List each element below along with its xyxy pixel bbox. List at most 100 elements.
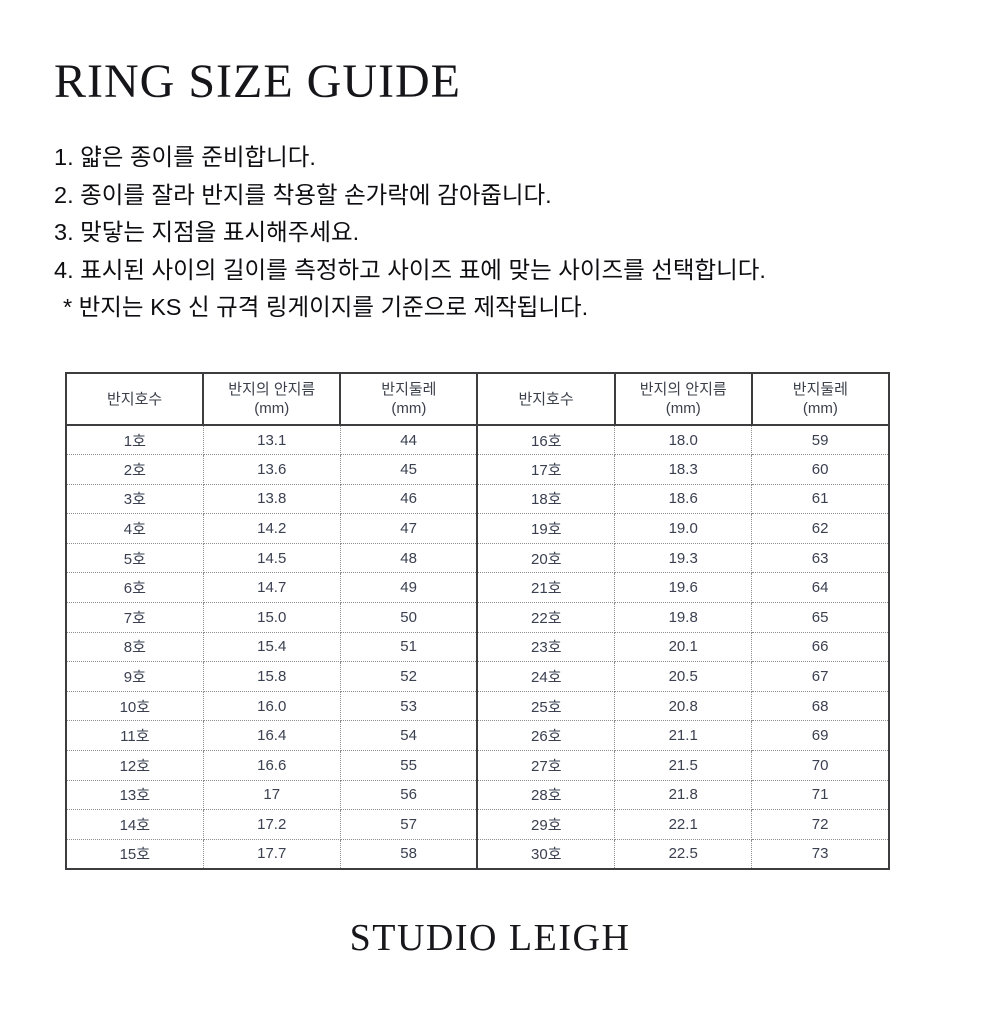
table-cell: 50 — [340, 602, 479, 633]
table-cell: 19.0 — [614, 513, 753, 544]
table-cell: 13.6 — [203, 454, 341, 485]
table-cell: 20.5 — [614, 661, 753, 692]
table-cell: 19호 — [477, 513, 616, 544]
instruction-step-1: 1. 얇은 종이를 준비합니다. — [54, 144, 316, 170]
table-cell: 68 — [751, 691, 889, 722]
table-cell: 25호 — [477, 691, 616, 722]
table-cell: 18호 — [477, 484, 616, 515]
table-cell: 13.8 — [203, 484, 341, 515]
table-cell: 45 — [340, 454, 479, 485]
table-cell: 46 — [340, 484, 479, 515]
table-cell: 28호 — [477, 780, 616, 811]
table-cell: 15.0 — [203, 602, 341, 633]
table-cell: 17호 — [477, 454, 616, 485]
table-cell: 49 — [340, 572, 479, 604]
table-cell: 47 — [340, 513, 479, 544]
table-cell: 71 — [751, 780, 889, 811]
table-cell: 21.5 — [614, 750, 753, 781]
table-cell: 64 — [751, 572, 889, 604]
table-cell: 14.5 — [203, 543, 341, 574]
table-cell: 51 — [340, 632, 479, 663]
instruction-step-3: 3. 맞닿는 지점을 표시해주세요. — [54, 219, 360, 246]
header-cell-circumference-left: 반지둘레 (mm) — [340, 373, 479, 426]
table-cell: 21.1 — [614, 720, 753, 752]
table-cell: 58 — [340, 839, 479, 869]
table-cell: 53 — [340, 691, 479, 722]
table-cell: 72 — [751, 809, 889, 840]
table-cell: 17.2 — [203, 809, 341, 840]
table-cell: 10호 — [66, 691, 204, 722]
table-cell: 21.8 — [614, 780, 753, 811]
instruction-note: * 반지는 KS 신 규격 링게이지를 기준으로 제작됩니다. — [63, 294, 589, 321]
table-cell: 62 — [751, 513, 889, 544]
table-cell: 15.8 — [203, 661, 341, 692]
header-cell-size-right: 반지호수 — [477, 373, 616, 426]
table-cell: 69 — [751, 720, 889, 752]
table-cell: 70 — [751, 750, 889, 781]
table-cell: 11호 — [66, 720, 204, 752]
table-cell: 57 — [340, 809, 479, 840]
table-header-row: 반지호수 반지의 안지름 (mm) 반지둘레 (mm) 반지호수 반지의 안지름 — [66, 373, 889, 426]
table-cell: 2호 — [66, 454, 204, 485]
table-cell: 19.6 — [614, 572, 753, 604]
table-cell: 48 — [340, 543, 479, 574]
table-cell: 14.7 — [203, 572, 341, 604]
table-cell: 20.8 — [614, 691, 753, 722]
table-cell: 7호 — [66, 602, 204, 633]
table-cell: 52 — [340, 661, 479, 692]
header-cell-circumference-right: 반지둘레 (mm) — [751, 373, 889, 426]
table-cell: 22.5 — [614, 839, 753, 869]
header-cell-diameter-right: 반지의 안지름 (mm) — [614, 373, 753, 426]
table-cell: 9호 — [66, 661, 204, 692]
table-cell: 21호 — [477, 572, 616, 604]
table-row: 15호 17.7 58 30호 22.5 73 — [66, 839, 889, 869]
table-row: 1호 13.1 44 16호 18.0 59 — [66, 425, 889, 456]
table-cell: 13호 — [66, 780, 204, 811]
table-cell: 5호 — [66, 543, 204, 574]
table-cell: 1호 — [66, 425, 204, 456]
header-cell-diameter-left: 반지의 안지름 (mm) — [203, 373, 342, 426]
table-cell: 56 — [340, 780, 479, 811]
table-cell: 17.7 — [203, 839, 341, 869]
table-row: 8호 15.4 51 23호 20.1 66 — [66, 632, 889, 663]
table-cell: 16.0 — [203, 691, 341, 722]
instruction-step-4: 4. 표시된 사이의 길이를 측정하고 사이즈 표에 맞는 사이즈를 선택합니다… — [54, 256, 766, 283]
table-row: 6호 14.7 49 21호 19.6 64 — [66, 572, 889, 604]
instruction-step-2: 2. 종이를 잘라 반지를 착용할 손가락에 감아줍니다. — [54, 181, 552, 208]
table-cell: 29호 — [477, 809, 616, 840]
table-cell: 6호 — [66, 572, 204, 604]
ring-size-table: 반지호수 반지의 안지름 (mm) 반지둘레 (mm) 반지호수 반지의 안지름 — [65, 372, 890, 870]
table-cell: 22호 — [477, 602, 616, 633]
table-row: 10호 16.0 53 25호 20.8 68 — [66, 691, 889, 722]
table-header: 반지호수 반지의 안지름 (mm) 반지둘레 (mm) 반지호수 반지의 안지름 — [66, 373, 889, 426]
table-cell: 16.6 — [203, 750, 341, 781]
table-cell: 19.3 — [614, 543, 753, 574]
table-row: 4호 14.2 47 19호 19.0 62 — [66, 513, 889, 544]
table-row: 3호 13.8 46 18호 18.6 61 — [66, 484, 889, 515]
table-cell: 73 — [751, 839, 889, 869]
table-cell: 61 — [751, 484, 889, 515]
size-table-body: 1호 13.1 44 16호 18.0 59 2호 13.6 45 17호 18.3 60 3호 13.8… — [66, 425, 889, 869]
brand-logo: STUDIO LEIGH — [349, 917, 631, 959]
table-cell: 14.2 — [203, 513, 341, 544]
table-cell: 18.0 — [614, 425, 753, 456]
table-cell: 15.4 — [203, 632, 341, 663]
table-cell: 63 — [751, 543, 889, 574]
page-title: RING SIZE GUIDE — [54, 55, 461, 108]
table-cell: 8호 — [66, 632, 204, 663]
table-cell: 66 — [751, 632, 889, 663]
table-row: 5호 14.5 48 20호 19.3 63 — [66, 543, 889, 574]
table-cell: 14호 — [66, 809, 204, 840]
table-cell: 44 — [340, 425, 479, 456]
table-cell: 15호 — [66, 839, 204, 869]
table-cell: 55 — [340, 750, 479, 781]
table-cell: 3호 — [66, 484, 204, 515]
header-cell-size-left: 반지호수 — [66, 373, 205, 426]
table-cell: 23호 — [477, 632, 616, 663]
table-cell: 20호 — [477, 543, 616, 574]
instructions-list: 1. 얇은 종이를 준비합니다. 2. 종이를 잘라 반지를 착용할 손가락에 … — [54, 139, 766, 327]
table-cell: 60 — [751, 454, 889, 485]
table-cell: 16호 — [477, 425, 616, 456]
table-cell: 16.4 — [203, 720, 341, 752]
